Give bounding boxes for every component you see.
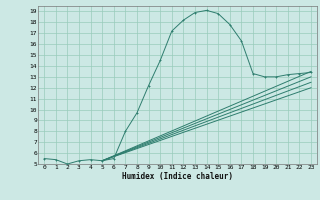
X-axis label: Humidex (Indice chaleur): Humidex (Indice chaleur) (122, 172, 233, 181)
